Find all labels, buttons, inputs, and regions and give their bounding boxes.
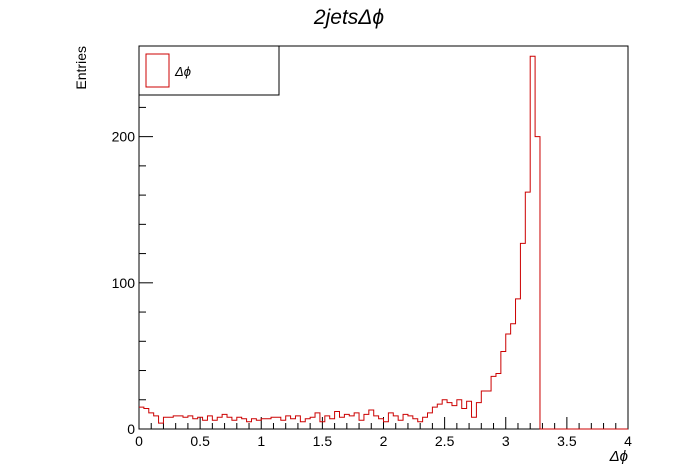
- x-tick-label: 3: [502, 433, 510, 449]
- x-tick-label: 1.5: [313, 433, 333, 449]
- x-tick-label: 4: [624, 433, 632, 449]
- legend-swatch: [145, 53, 170, 88]
- x-tick-label: 0: [135, 433, 143, 449]
- y-tick-label: 200: [112, 129, 136, 145]
- x-tick-label: 2: [380, 433, 388, 449]
- x-tick-label: 1: [257, 433, 265, 449]
- legend-box: [138, 45, 280, 96]
- y-axis-label: Entries: [73, 46, 89, 90]
- axis-ticks: 0 0.5 1 1.5 2 2.5 3 3.5 4 0 100 200: [112, 48, 632, 449]
- x-tick-label: 3.5: [557, 433, 577, 449]
- x-axis-label: Δϕ: [609, 448, 628, 465]
- legend: Δϕ: [138, 45, 280, 96]
- y-tick-label: 100: [112, 275, 136, 291]
- chart-title: 2jetsΔϕ: [313, 6, 384, 29]
- x-tick-label: 0.5: [190, 433, 210, 449]
- plot-frame: [138, 45, 629, 430]
- legend-entry-label: Δϕ: [174, 64, 191, 79]
- histogram-series-line: [139, 55, 628, 430]
- y-tick-label: 0: [127, 421, 135, 437]
- x-tick-label: 2.5: [435, 433, 455, 449]
